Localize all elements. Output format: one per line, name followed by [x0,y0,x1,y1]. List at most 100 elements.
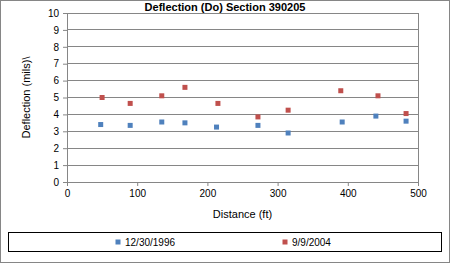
tick-mark [207,182,208,186]
tick-mark [63,81,67,82]
tick: 500 [410,182,427,199]
tick-label: 1 [53,160,59,171]
point [340,120,345,125]
tick-label: 200 [200,188,217,199]
grid-line [67,63,418,64]
points [98,85,408,136]
tick: 2 [53,143,67,154]
point [214,125,219,130]
tick: 7 [53,58,67,69]
grid-line [67,97,418,98]
tick-label: 7 [53,58,59,69]
tick: 300 [270,182,287,199]
axis-line [68,183,419,187]
grid-line [67,29,418,30]
tick-mark [63,114,67,115]
point [182,85,187,90]
point [373,114,378,119]
x-axis: 0 100 200 300 400 500 [65,182,428,199]
tick-label: 6 [53,75,59,86]
grid-line [67,80,418,81]
point [100,95,105,100]
point [215,101,220,106]
legend-box [9,233,442,252]
tick: 6 [53,75,67,86]
series [100,85,409,120]
legend-marker [283,240,288,245]
series [98,114,408,136]
tick: 9 [53,25,67,36]
tick-mark [63,148,67,149]
tick: 400 [340,182,357,199]
tick-label: 100 [129,188,146,199]
tick-mark [63,64,67,65]
tick-label: 10 [48,8,60,19]
grid-line [67,114,418,115]
tick-label: 8 [53,42,59,53]
point [404,111,409,116]
tick: 0 [65,182,71,199]
tick-label: 400 [340,188,357,199]
point [338,88,343,93]
point [159,120,164,125]
point [286,130,291,135]
tick: 0 [53,177,67,188]
plot-frame [67,13,418,182]
tick-mark [63,131,67,132]
point [128,123,133,128]
grid-line [67,131,418,132]
point [404,119,409,124]
tick: 3 [53,126,67,137]
tick-label: 3 [53,126,59,137]
tick-label: 5 [53,92,59,103]
tick-label: 0 [65,188,71,199]
title: Deflection (Do) Section 390205 [145,1,306,13]
point [375,93,380,98]
point [182,120,187,125]
tick-mark [63,47,67,48]
tick-mark [63,30,67,31]
plot: 0 100 200 300 400 500 0 1 2 3 4 5 6 7 8 9 10 [48,8,427,199]
tick-label: 300 [270,188,287,199]
tick-label: 2 [53,143,59,154]
tick-mark [63,182,67,183]
tick-mark [137,182,138,186]
tick-mark [63,13,67,14]
legend-label: 12/30/1996 [125,237,175,248]
point [255,114,260,119]
legend-marker [116,240,121,245]
tick: 200 [200,182,217,199]
point [159,93,164,98]
chart: 0 100 200 300 400 500 0 1 2 3 4 5 6 7 8 9 10 Deflection (… [0,0,450,263]
axis-line [63,14,68,183]
tick-mark [348,182,349,186]
tick-mark [418,182,419,186]
chart-border [1,1,450,263]
grid-line [67,46,418,47]
tick-label: 9 [53,25,59,36]
point [128,101,133,106]
tick: 4 [53,109,67,120]
tick-mark [63,98,67,99]
grid-line [67,165,418,166]
legend: 12/30/1996 9/9/2004 [9,233,442,252]
grid-line [67,148,418,149]
tick: 10 [48,8,67,19]
tick-label: 500 [410,188,427,199]
legend-label: 9/9/2004 [292,237,331,248]
grid [67,13,418,182]
tick-label: 4 [53,109,59,120]
tick-mark [278,182,279,186]
x-axis-title: Distance (ft) [213,208,272,220]
point [255,123,260,128]
tick: 5 [53,92,67,103]
point [98,122,103,127]
tick: 100 [129,182,146,199]
y-axis: 0 1 2 3 4 5 6 7 8 9 10 [48,8,68,188]
tick-mark [63,165,67,166]
tick-label: 0 [53,177,59,188]
tick: 8 [53,42,67,53]
point [286,108,291,113]
y-axis-title: Deflection (mils)\ [20,56,32,139]
tick: 1 [53,160,67,171]
